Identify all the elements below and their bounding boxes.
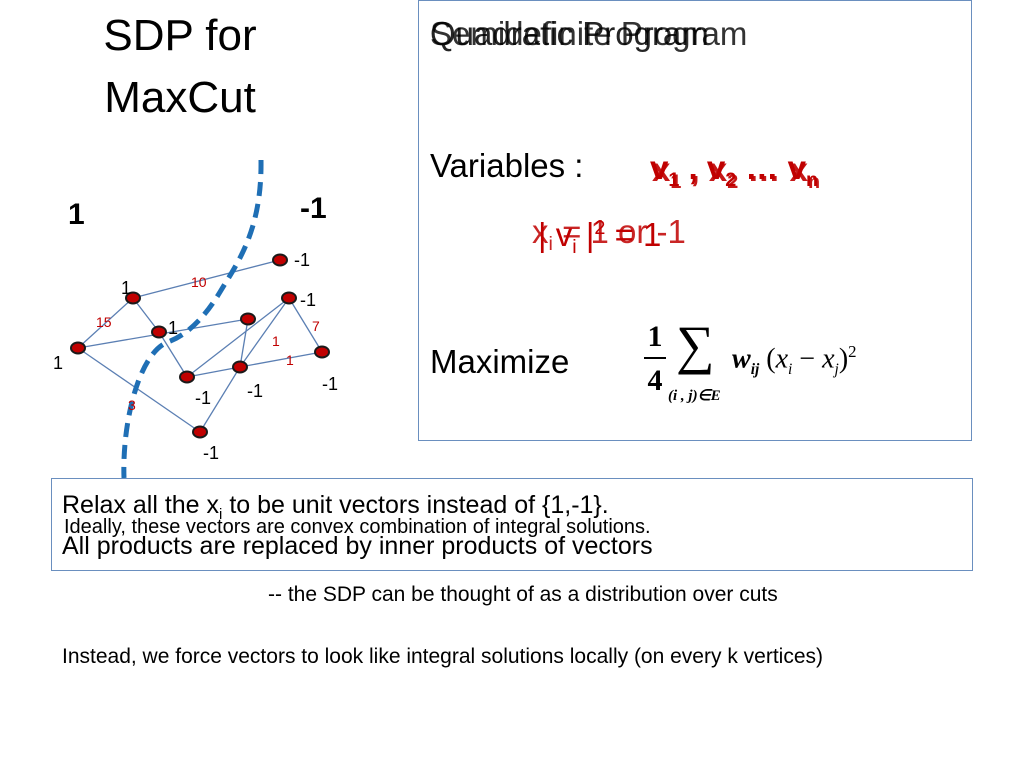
graph-vertex (192, 425, 208, 439)
graph-vertices (70, 253, 330, 439)
qp-heading: Quadratic Program (430, 15, 709, 52)
graph-vertex (179, 370, 195, 384)
local-integrality-note: Instead, we force vectors to look like i… (62, 645, 823, 668)
relax-line-2: All products are replaced by inner produ… (62, 532, 653, 560)
distribution-note: -- the SDP can be thought of as a distri… (268, 583, 778, 606)
graph-edge (158, 331, 188, 378)
cut-curve (121, 159, 264, 479)
vertex-label: 1 (53, 353, 63, 373)
sum-symbol: ∑ (676, 315, 715, 375)
graph-edge (239, 318, 249, 368)
graph-vertex (281, 291, 297, 305)
vertex-label: 1 (121, 278, 131, 298)
graph-edge (288, 297, 323, 353)
vertex-label: 1 (168, 318, 178, 338)
graph-edge (239, 351, 323, 368)
graph-edge (77, 297, 134, 349)
fraction-numerator: 1 (647, 320, 663, 353)
graph-edge (77, 347, 201, 433)
fraction-bar (644, 357, 666, 359)
graph-edge (186, 297, 290, 378)
edge-weight: 1 (286, 352, 294, 368)
summand: wij (xi − xj)2 (732, 342, 857, 378)
unit-norm-constraint: | vi |2 = 1 (538, 216, 662, 258)
graph-vertex (151, 325, 167, 339)
graph-vertex (70, 341, 86, 355)
relax-line-1: Relax all the xi to be unit vectors inst… (62, 491, 609, 523)
graph-edge (132, 297, 160, 333)
side-label-right: -1 (300, 192, 327, 225)
relaxation-box (51, 478, 973, 571)
graph-vertex (272, 253, 288, 267)
vertex-label: -1 (294, 250, 310, 270)
vertex-label: -1 (322, 374, 338, 394)
integral-constraint: xi = 1 or -1 (532, 213, 686, 255)
graph-vertex (314, 345, 330, 359)
graph-edge (186, 366, 241, 378)
vertex-label: -1 (195, 388, 211, 408)
sum-index: (i , j)∈E (668, 388, 721, 404)
maximize-label: Maximize (430, 343, 570, 380)
edge-weight: 15 (96, 314, 112, 330)
edge-weight: 1 (272, 333, 280, 349)
graph-vertex (240, 312, 256, 326)
fraction-denominator: 4 (647, 364, 663, 397)
program-box (418, 0, 972, 441)
vertex-label: -1 (300, 290, 316, 310)
edge-weight: 10 (191, 274, 207, 290)
graph-edges (77, 259, 323, 433)
graph-vertex (125, 291, 141, 305)
vector-variables: v1 , v2 … vn (650, 149, 819, 191)
vertex-labels: -1 1 -1 1 1 -1 -1 -1 -1 (53, 250, 338, 463)
edge-weight: 3 (128, 397, 136, 413)
side-label-left: 1 (68, 198, 85, 231)
title-line-1: SDP for (103, 11, 257, 60)
variables-label: Variables : (430, 147, 584, 184)
graph-edge (199, 366, 241, 433)
edge-weights: 10 15 1 7 1 3 (96, 274, 320, 413)
graph-edge (239, 297, 290, 368)
graph-edge (132, 259, 281, 299)
title-line-2: MaxCut (104, 73, 256, 122)
relax-overlay-text: Ideally, these vectors are convex combin… (64, 516, 651, 538)
vertex-label: -1 (247, 381, 263, 401)
edge-weight: 7 (312, 318, 320, 334)
slide-title: SDP for MaxCut (70, 5, 290, 129)
maxcut-graph: -1 1 -1 1 1 -1 -1 -1 -1 10 15 1 7 1 3 (53, 159, 338, 479)
sdp-heading: Semidefinite Program (430, 15, 748, 52)
graph-vertex (232, 360, 248, 374)
scalar-variables: x1 , x2 … xn (652, 151, 821, 193)
vertex-label: -1 (203, 443, 219, 463)
